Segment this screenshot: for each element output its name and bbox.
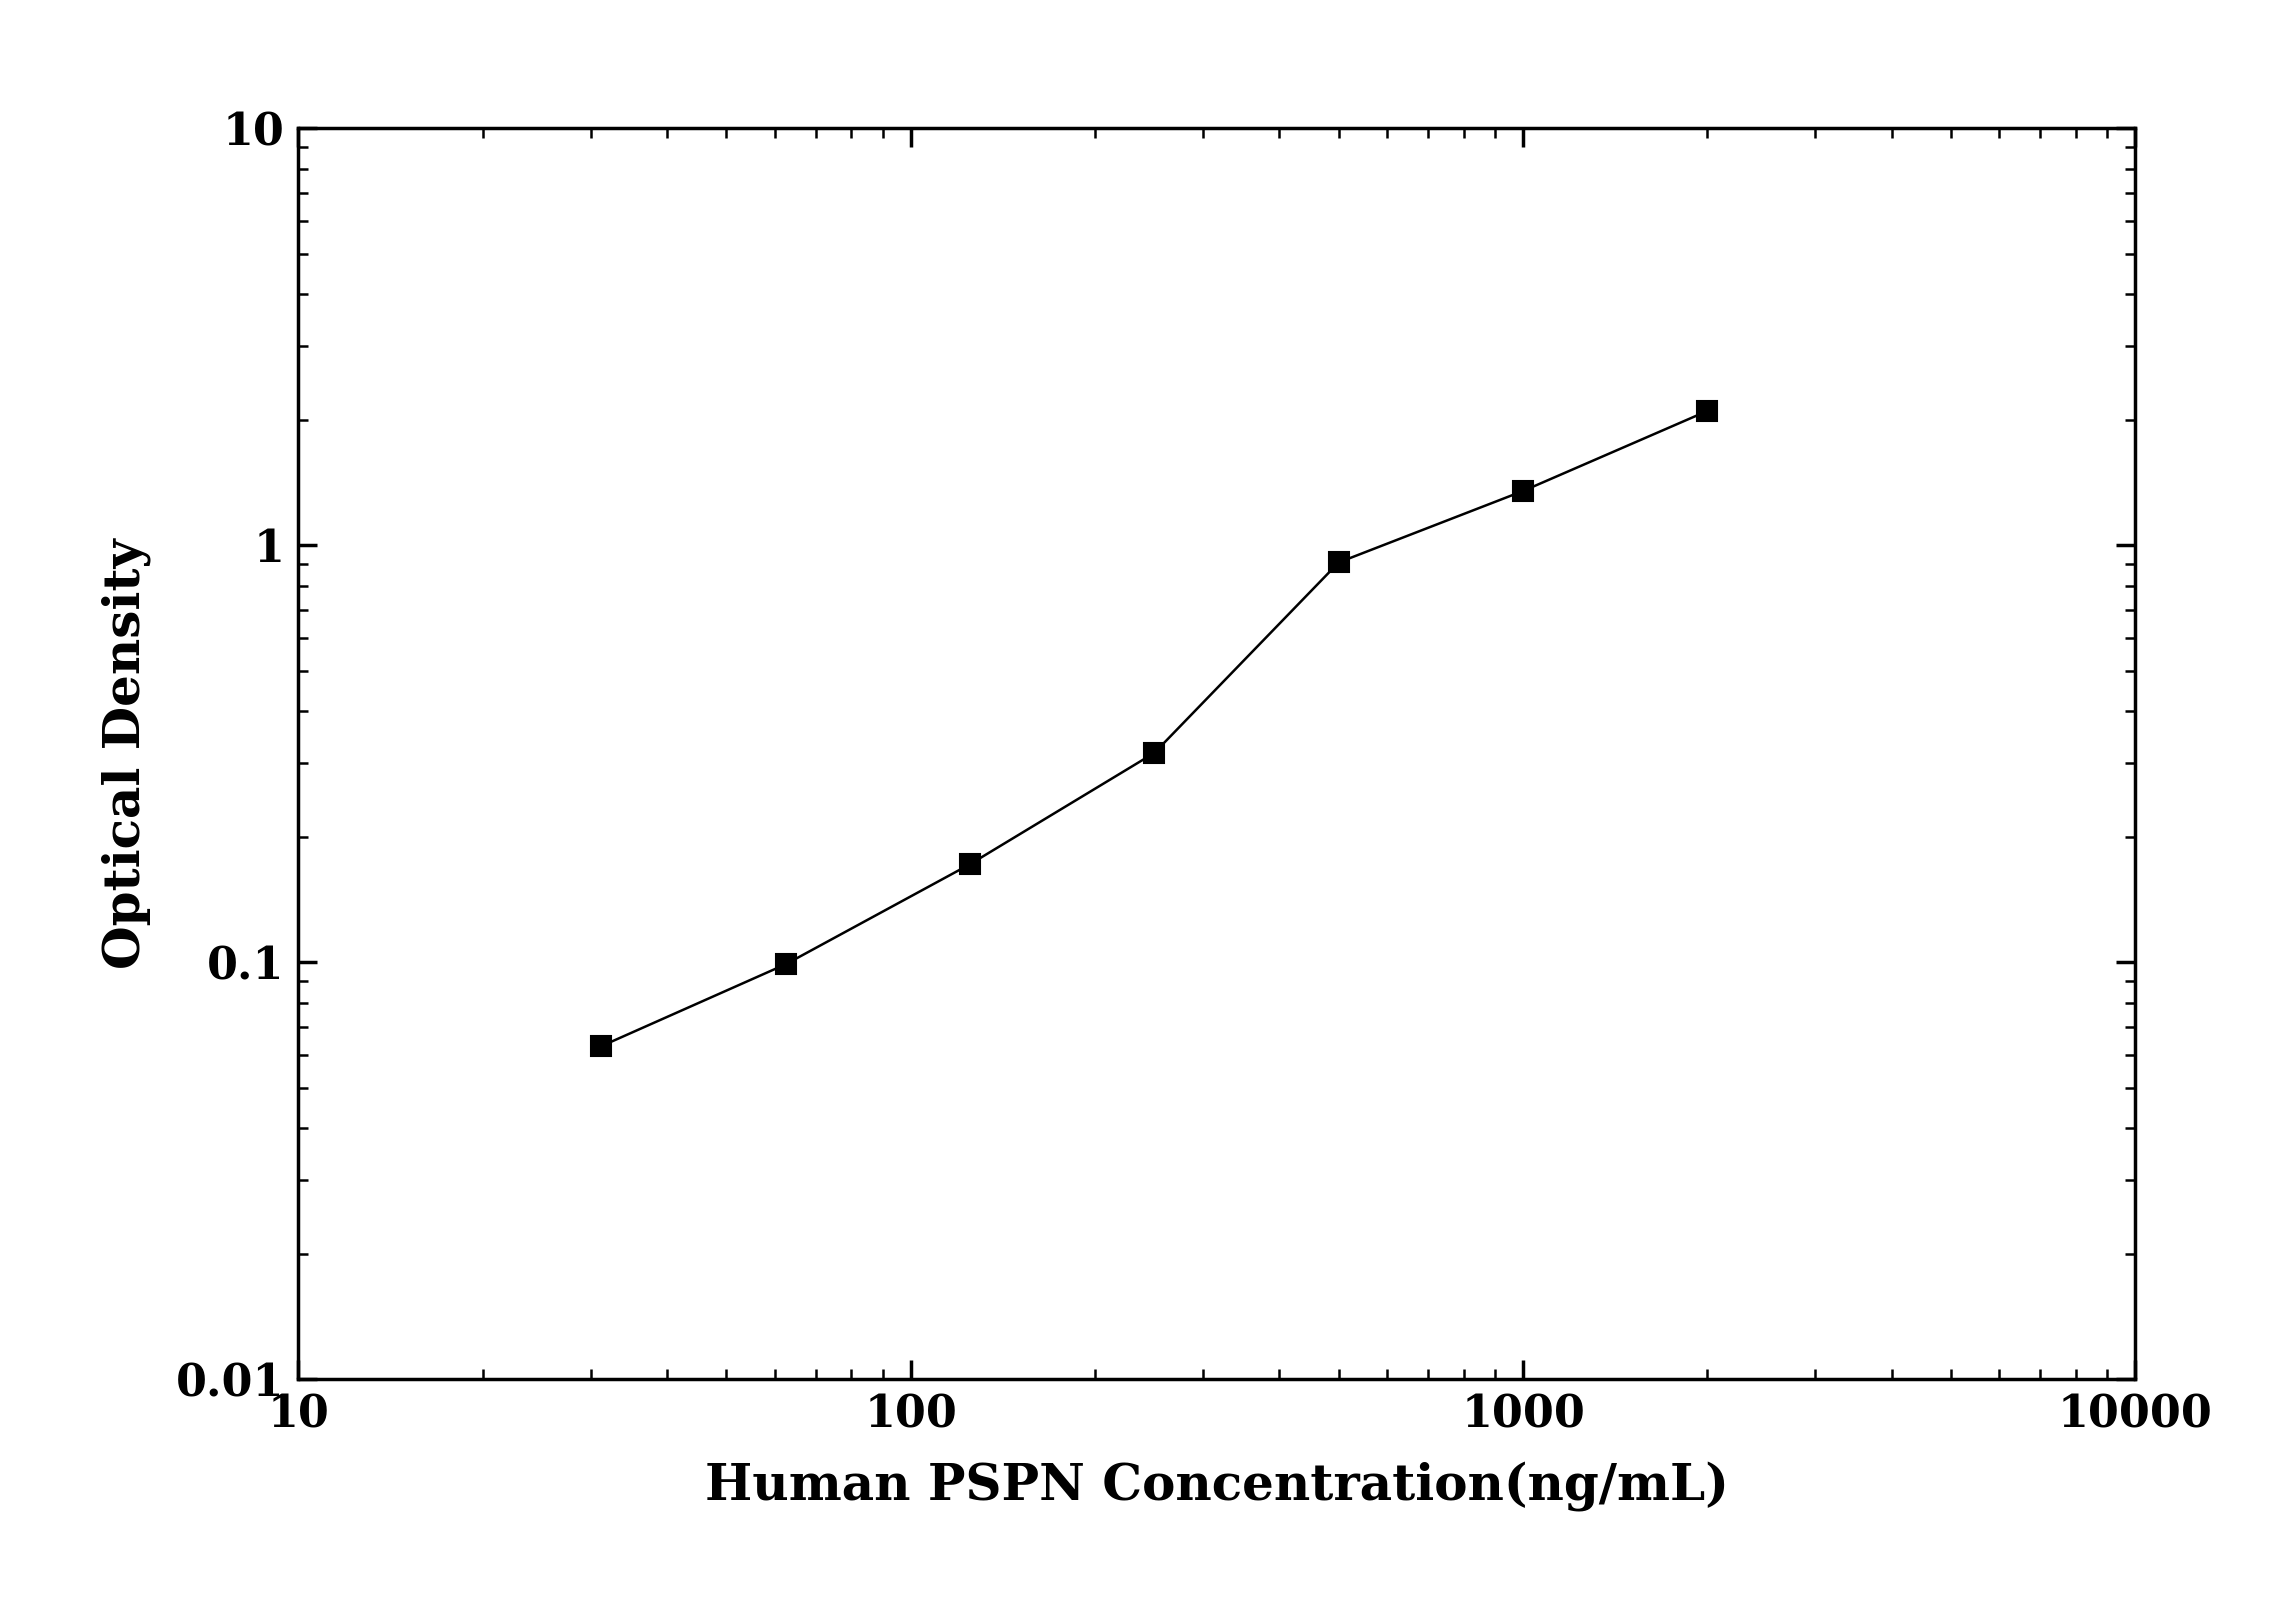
X-axis label: Human PSPN Concentration(ng/mL): Human PSPN Concentration(ng/mL)	[705, 1461, 1729, 1511]
Y-axis label: Optical Density: Optical Density	[101, 539, 152, 969]
